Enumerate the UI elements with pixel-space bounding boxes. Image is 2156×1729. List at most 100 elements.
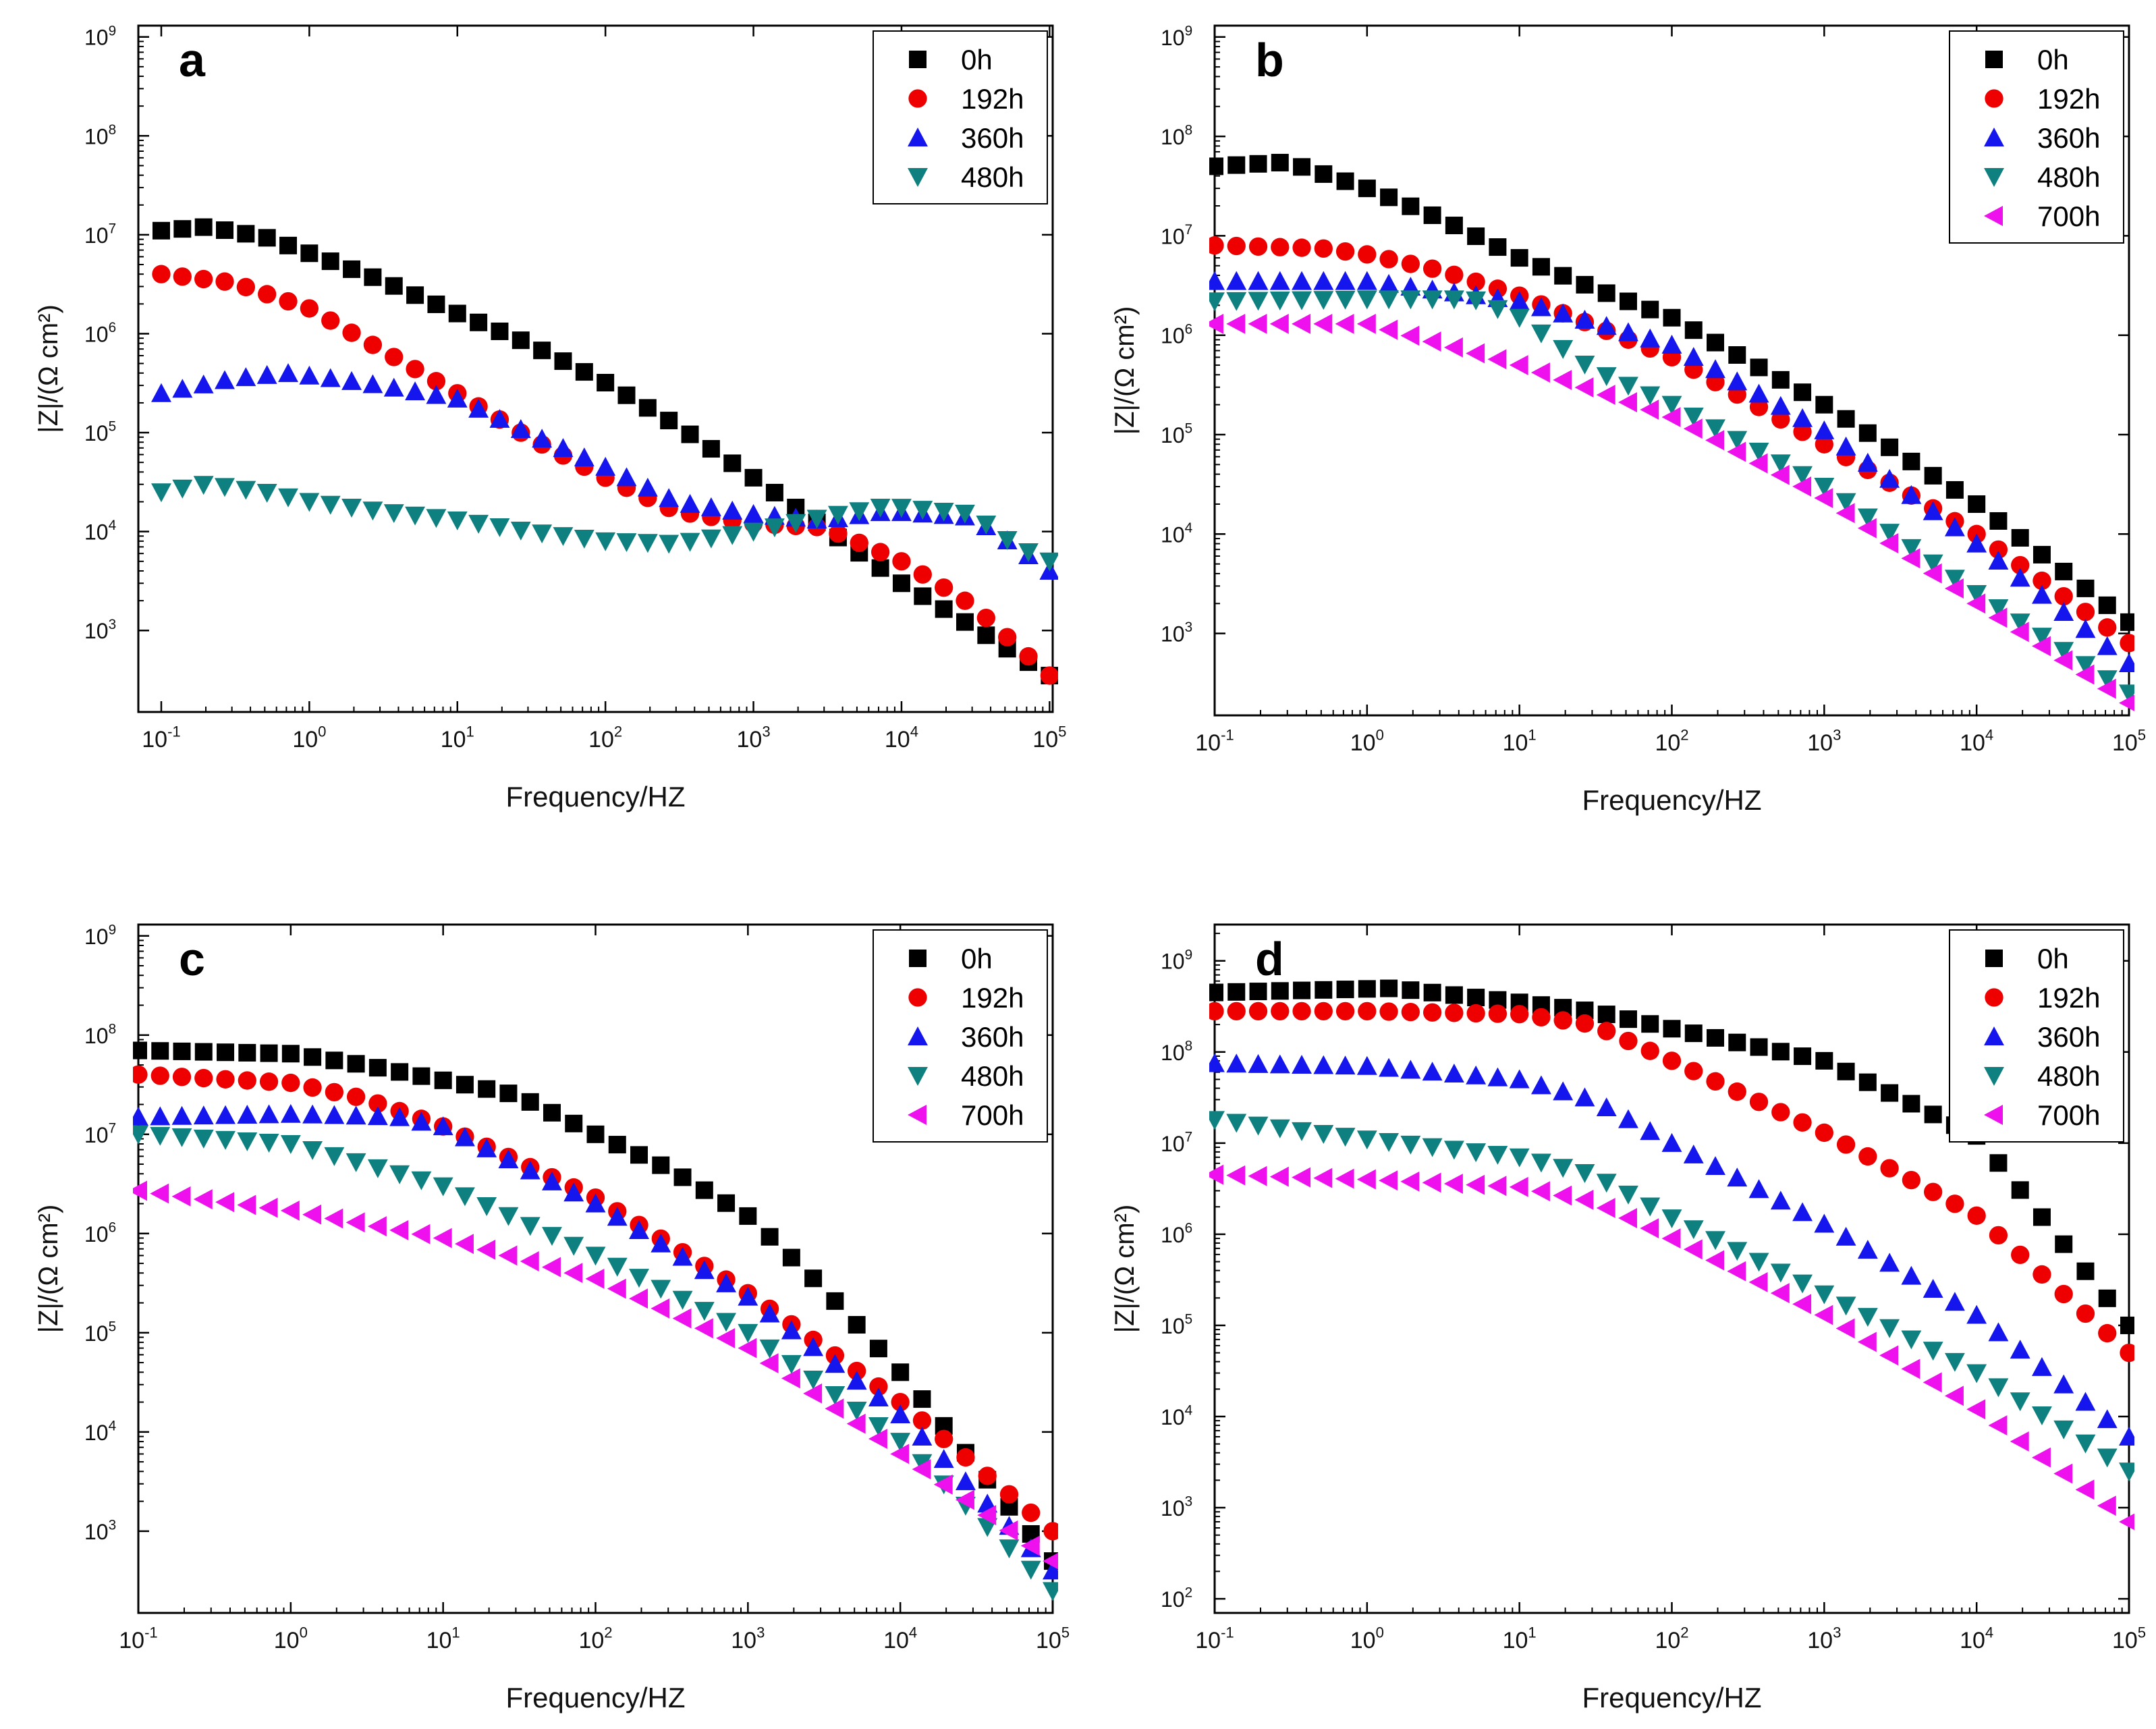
data-point <box>1748 453 1768 474</box>
data-point <box>343 260 361 278</box>
data-point <box>1835 1226 1856 1246</box>
legend-label: 0h <box>961 44 993 76</box>
data-point <box>1530 1181 1550 1202</box>
data-point <box>1248 1165 1267 1186</box>
data-point <box>1814 1305 1833 1325</box>
data-point <box>258 1197 278 1218</box>
data-point <box>325 1082 344 1102</box>
data-point <box>651 1298 670 1319</box>
data-point <box>1618 1208 1637 1228</box>
data-point <box>912 501 933 520</box>
data-point <box>616 467 637 487</box>
y-tick-label: 106 <box>1161 1220 1192 1246</box>
data-point <box>1596 1198 1615 1218</box>
data-point <box>1292 291 1312 310</box>
panel-letter: d <box>1255 933 1284 985</box>
data-point <box>391 1063 409 1081</box>
data-point <box>825 1354 846 1373</box>
data-point <box>1596 1174 1617 1193</box>
data-point <box>1858 424 1877 442</box>
data-point <box>1227 236 1246 256</box>
data-point <box>575 363 593 381</box>
legend-label: 480h <box>2037 1060 2100 1092</box>
data-point <box>1705 419 1725 439</box>
data-point <box>1209 1053 1225 1072</box>
data-point <box>913 565 932 584</box>
data-point <box>1968 495 1986 513</box>
series-0h <box>152 218 1058 685</box>
y-tick-label: 109 <box>1161 947 1192 973</box>
data-point <box>363 335 383 354</box>
data-point <box>1880 1159 1899 1178</box>
legend-label: 700h <box>961 1099 1024 1131</box>
data-point <box>1619 1010 1637 1028</box>
data-point <box>1944 1292 1965 1311</box>
data-point <box>1356 313 1376 334</box>
data-point <box>1313 313 1333 334</box>
data-point <box>912 1459 931 1480</box>
data-point <box>608 1136 626 1154</box>
data-point <box>1443 290 1464 310</box>
data-point <box>389 1219 409 1240</box>
data-point <box>976 516 997 534</box>
data-point <box>694 1260 715 1280</box>
data-point <box>1422 1138 1443 1157</box>
data-point <box>739 1207 757 1225</box>
y-tick-label: 108 <box>84 122 116 148</box>
data-point <box>2032 1447 2051 1468</box>
data-point <box>673 1168 692 1186</box>
data-point <box>2075 1392 2096 1411</box>
data-point <box>1445 1004 1464 1022</box>
data-point <box>891 1363 910 1381</box>
data-point <box>1966 1399 1986 1420</box>
data-point <box>173 220 192 238</box>
data-point <box>1292 1055 1312 1074</box>
data-point <box>1226 313 1246 334</box>
data-point <box>1966 593 1986 614</box>
data-point <box>1596 385 1615 406</box>
legend-marker <box>1985 950 2003 967</box>
data-point <box>781 1354 802 1374</box>
data-point <box>586 1125 605 1143</box>
data-point <box>1923 1279 1943 1298</box>
data-point <box>302 1104 323 1124</box>
data-point <box>1335 1001 1355 1021</box>
data-point <box>2054 1284 2073 1304</box>
legend: 0h 192h 360h 480h 700h <box>1949 929 2124 1143</box>
legend-box <box>1949 30 2124 244</box>
data-point <box>1901 485 1922 504</box>
data-point <box>238 1071 256 1090</box>
data-point <box>1857 508 1878 528</box>
data-point <box>723 454 742 472</box>
data-point <box>1487 349 1507 370</box>
data-point <box>1705 1231 1725 1251</box>
x-tick-label: 104 <box>883 1624 917 1653</box>
data-point <box>1989 512 2008 530</box>
data-point <box>1814 420 1835 439</box>
data-point <box>2119 694 2134 711</box>
data-point <box>1727 441 1746 462</box>
data-point <box>1553 339 1574 359</box>
data-point <box>1553 1081 1574 1101</box>
data-point <box>2097 1495 2116 1516</box>
data-point <box>433 1228 452 1248</box>
data-point <box>173 267 192 286</box>
y-tick-label: 105 <box>84 1319 116 1345</box>
plot-frame <box>137 24 1054 713</box>
data-point <box>1727 431 1748 450</box>
data-point <box>1271 153 1289 171</box>
data-point <box>1815 435 1833 454</box>
data-point <box>1966 1305 1987 1324</box>
y-tick-label: 107 <box>84 221 116 247</box>
legend-marker <box>908 89 927 108</box>
data-point <box>520 1160 541 1180</box>
data-point <box>2097 670 2118 690</box>
data-point <box>1902 1095 1920 1113</box>
data-point <box>320 495 341 515</box>
data-point <box>341 499 362 518</box>
data-point <box>553 527 574 547</box>
x-axis-label: Frequency/HZ <box>505 1682 685 1713</box>
data-point <box>434 1071 452 1089</box>
legend-label: 0h <box>2037 44 2069 76</box>
data-point <box>133 1180 147 1201</box>
